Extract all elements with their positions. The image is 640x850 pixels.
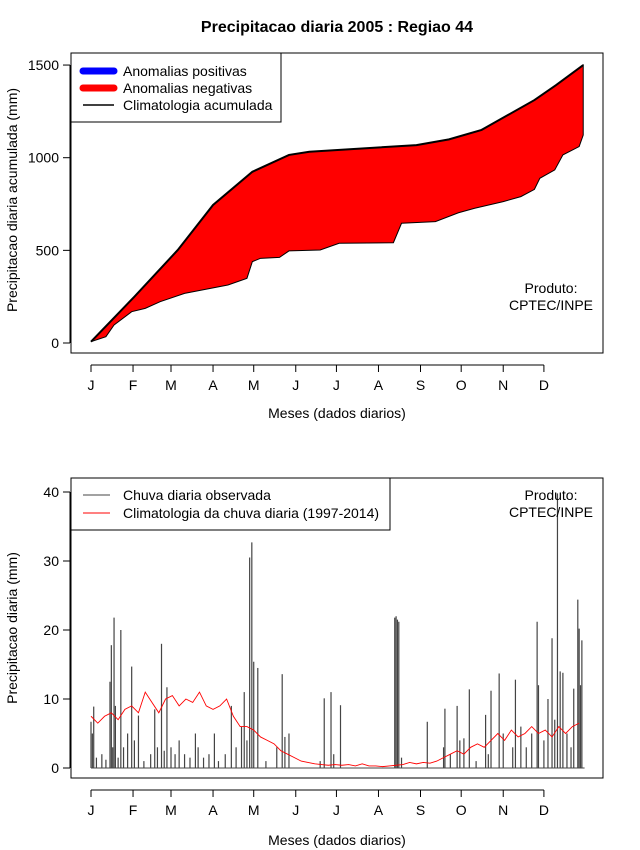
y-tick-label: 10: [43, 691, 59, 707]
y-tick-label: 0: [51, 760, 59, 776]
annotation: CPTEC/INPE: [509, 504, 593, 520]
legend-label: Anomalias positivas: [123, 63, 247, 79]
plot-frame: [70, 52, 604, 354]
annotation: Produto:: [525, 487, 578, 503]
x-tick-label: N: [498, 802, 508, 818]
x-tick-label: A: [208, 802, 218, 818]
x-tick-label: A: [374, 802, 384, 818]
annotation: Produto:: [525, 280, 578, 296]
x-tick-label: O: [456, 377, 467, 393]
daily-plot: 0 10 20 30 40 J F M A M J J A S O N D Meses (dados diar…: [4, 477, 604, 848]
legend-label: Climatologia da chuva diaria (1997-2014): [123, 505, 379, 521]
cumulative-plot: 0 500 1000 1500 J F M A M J J A S O N D Meses (dados d…: [4, 52, 604, 421]
x-axis-label: Meses (dados diarios): [268, 405, 406, 421]
x-tick-label: J: [292, 802, 299, 818]
x-tick-label: M: [248, 802, 260, 818]
x-tick-label: J: [333, 377, 340, 393]
x-tick-label: F: [129, 377, 138, 393]
legend-box: [70, 477, 391, 531]
x-tick-label: J: [333, 802, 340, 818]
y-tick-label: 40: [43, 484, 59, 500]
climatology-daily-line: [90, 691, 580, 768]
annotation: CPTEC/INPE: [509, 297, 593, 313]
x-tick-label: J: [88, 377, 95, 393]
chart-title: Precipitacao diaria 2005 : Regiao 44: [201, 19, 473, 36]
legend-label: Anomalias negativas: [123, 80, 252, 96]
x-tick-label: M: [165, 377, 177, 393]
x-tick-label: A: [208, 377, 218, 393]
y-axis: 0 500 1000 1500: [28, 57, 71, 351]
y-tick-label: 20: [43, 622, 59, 638]
x-tick-label: J: [292, 377, 299, 393]
legend-label: Chuva diaria observada: [123, 487, 271, 503]
y-axis-label: Precipitacao diaria (mm): [4, 552, 20, 704]
x-tick-label: F: [129, 802, 138, 818]
x-tick-label: D: [539, 802, 549, 818]
y-tick-label: 30: [43, 553, 59, 569]
x-tick-label: M: [165, 802, 177, 818]
x-tick-label: S: [416, 377, 425, 393]
y-axis-label: Precipitacao diaria acumulada (mm): [4, 88, 20, 312]
legend: Anomalias positivas Anomalias negativas …: [70, 52, 282, 123]
x-tick-label: N: [498, 377, 508, 393]
x-tick-label: J: [88, 802, 95, 818]
y-tick-label: 1000: [28, 150, 59, 166]
x-tick-label: A: [374, 377, 384, 393]
y-tick-label: 500: [36, 242, 60, 258]
climatology-cumulative-line: [90, 64, 584, 343]
y-tick-label: 0: [51, 335, 59, 351]
legend-label: Climatologia acumulada: [123, 97, 273, 113]
y-axis: 0 10 20 30 40: [43, 484, 71, 776]
x-tick-label: S: [416, 802, 425, 818]
x-axis-label: Meses (dados diarios): [268, 832, 406, 848]
x-tick-label: M: [248, 377, 260, 393]
y-tick-label: 1500: [28, 57, 59, 73]
x-tick-label: O: [456, 802, 467, 818]
x-tick-label: D: [539, 377, 549, 393]
legend: Chuva diaria observada Climatologia da c…: [70, 477, 391, 531]
